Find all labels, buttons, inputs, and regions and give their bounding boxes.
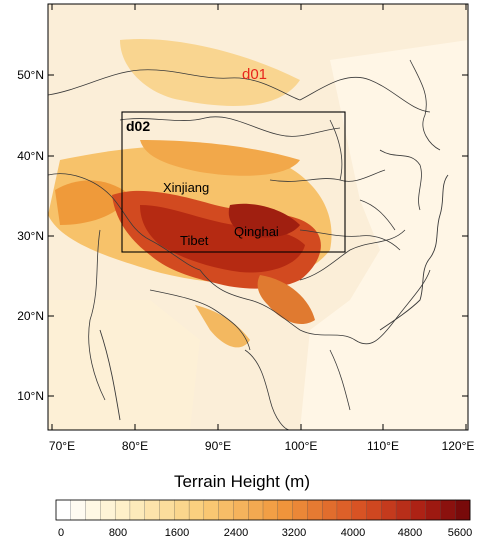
colorbar-cell	[174, 499, 190, 521]
cbar-tick-2400: 2400	[224, 527, 248, 539]
colorbar-cell	[188, 499, 205, 521]
colorbar-cell	[307, 499, 323, 521]
lon-label-120: 120°E	[442, 439, 475, 453]
map-frame	[47, 3, 469, 431]
colorbar-cell	[70, 499, 87, 521]
colorbar-cell	[159, 499, 175, 521]
cbar-tick-0: 0	[58, 527, 64, 539]
cbar-tick-800: 800	[109, 527, 127, 539]
lat-label-40: 40°N	[17, 149, 44, 163]
coastline	[99, 174, 449, 421]
lon-label-90: 90°E	[205, 439, 231, 453]
colorbar-cell	[129, 499, 146, 521]
terrain-field	[48, 4, 468, 430]
cbar-tick-4000: 4000	[341, 527, 365, 539]
boundaries	[48, 59, 441, 430]
lon-label-100: 100°E	[285, 439, 318, 453]
region-tibet: Tibet	[180, 233, 209, 248]
cbar-tick-1600: 1600	[165, 527, 189, 539]
colorbar-cell	[440, 499, 456, 521]
lon-ticks	[51, 4, 467, 430]
domain-d01-label: d01	[242, 66, 267, 83]
colorbar-cell	[55, 499, 72, 521]
colorbar-cell	[85, 499, 101, 521]
colorbar-cell	[277, 499, 294, 521]
colorbar-title: Terrain Height (m)	[174, 472, 310, 491]
lon-label-110: 110°E	[367, 439, 399, 453]
colorbar-cell	[366, 499, 382, 521]
colorbar-cell	[218, 499, 234, 521]
colorbar-cell	[425, 499, 441, 521]
colorbar-frame	[55, 499, 471, 521]
lat-label-10: 10°N	[17, 389, 44, 403]
colorbar-cell	[248, 499, 264, 521]
colorbar-ticks: 0 800 1600 2400 3200 4000 4800 5600	[58, 527, 472, 539]
lat-label-50: 50°N	[17, 68, 44, 82]
region-xinjiang: Xinjiang	[163, 180, 209, 195]
colorbar-cell	[455, 499, 471, 521]
colorbar-cell	[381, 499, 397, 521]
colorbar-cell	[321, 499, 338, 521]
lat-label-20: 20°N	[17, 309, 44, 323]
colorbar	[55, 499, 471, 521]
lat-label-30: 30°N	[17, 229, 44, 243]
domain-d02-box	[121, 111, 346, 253]
colorbar-cell	[336, 499, 353, 521]
colorbar-cell	[203, 499, 220, 521]
lon-label-70: 70°E	[49, 439, 75, 453]
lat-ticks	[48, 74, 468, 397]
cbar-tick-5600: 5600	[448, 527, 472, 539]
cbar-tick-4800: 4800	[398, 527, 422, 539]
region-qinghai: Qinghai	[234, 224, 279, 239]
domain-d02-label: d02	[126, 118, 150, 134]
cbar-tick-3200: 3200	[282, 527, 306, 539]
colorbar-cell	[144, 499, 160, 521]
colorbar-cell	[114, 499, 131, 521]
lat-labels: 50°N 40°N 30°N 20°N 10°N	[17, 68, 44, 403]
colorbar-cell	[395, 499, 412, 521]
colorbar-cell	[351, 499, 367, 521]
lon-label-80: 80°E	[122, 439, 148, 453]
colorbar-cell	[100, 499, 116, 521]
colorbar-cell	[292, 499, 308, 521]
colorbar-cell	[410, 499, 427, 521]
colorbar-cell	[233, 499, 249, 521]
colorbar-cell	[262, 499, 279, 521]
lon-labels: 70°E 80°E 90°E 100°E 110°E 120°E	[49, 439, 474, 453]
